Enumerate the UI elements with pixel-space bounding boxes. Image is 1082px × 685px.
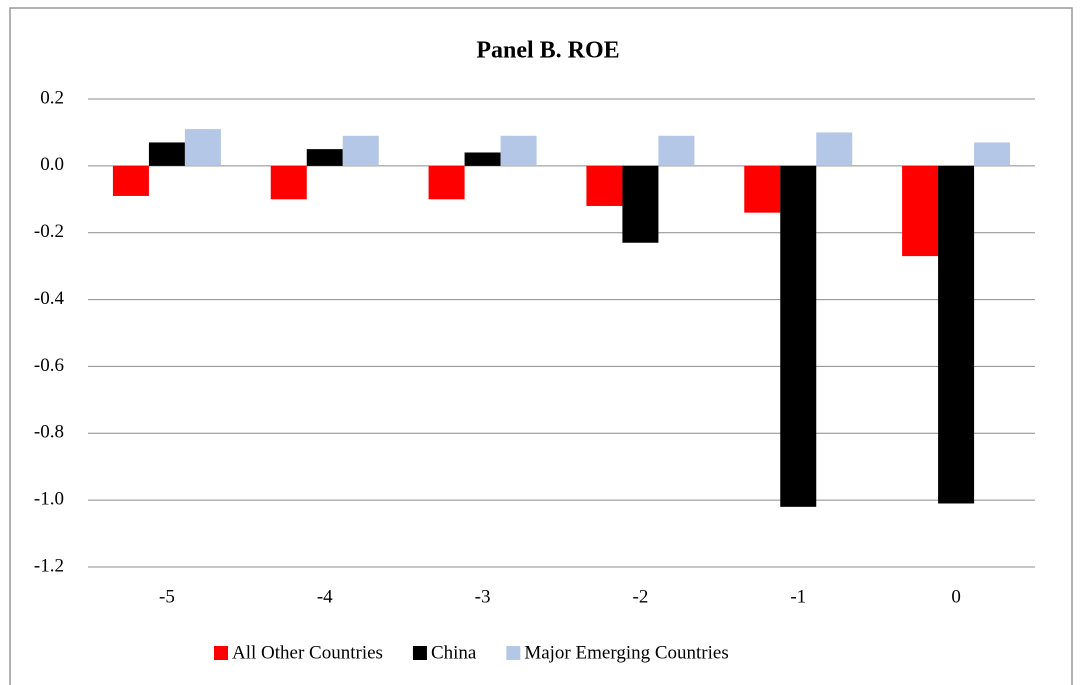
x-tick-label: -1 (790, 586, 806, 607)
legend-label: Major Emerging Countries (524, 642, 728, 663)
chart-title: Panel B. ROE (476, 38, 619, 64)
x-tick-label: -5 (159, 586, 175, 607)
chart-frame (9, 7, 1073, 685)
legend-swatch (412, 646, 427, 660)
bar (816, 132, 853, 166)
bar (112, 165, 149, 196)
y-tick-label: -1.2 (34, 555, 64, 576)
x-tick-label: -4 (317, 586, 333, 607)
x-tick-label: -2 (633, 586, 649, 607)
legend-label: China (431, 642, 477, 663)
y-tick-label: 0.2 (40, 87, 64, 108)
y-tick-label: -1.0 (34, 489, 64, 510)
legend-swatch (214, 646, 228, 660)
y-tick-label: -0.8 (34, 422, 64, 443)
bar (974, 142, 1011, 166)
bar (464, 152, 501, 166)
bar (658, 135, 695, 166)
x-tick-label: -3 (475, 586, 491, 607)
bar (586, 165, 623, 206)
bar (428, 165, 465, 200)
bar (938, 165, 975, 504)
bar (306, 149, 343, 166)
bar (780, 165, 817, 507)
bar (148, 142, 185, 166)
y-tick-label: -0.2 (34, 221, 64, 242)
y-tick-label: -0.6 (34, 355, 64, 376)
legend-swatch (506, 646, 521, 660)
legend-label: All Other Countries (232, 642, 383, 663)
bar (744, 165, 781, 213)
y-tick-label: -0.4 (34, 288, 65, 309)
bar (500, 135, 537, 166)
bar (342, 135, 379, 166)
bar (184, 129, 221, 166)
bar (270, 165, 307, 200)
y-tick-label: 0.0 (40, 154, 64, 175)
bar (902, 165, 939, 257)
bar (622, 165, 659, 243)
x-tick-label: 0 (951, 586, 961, 607)
